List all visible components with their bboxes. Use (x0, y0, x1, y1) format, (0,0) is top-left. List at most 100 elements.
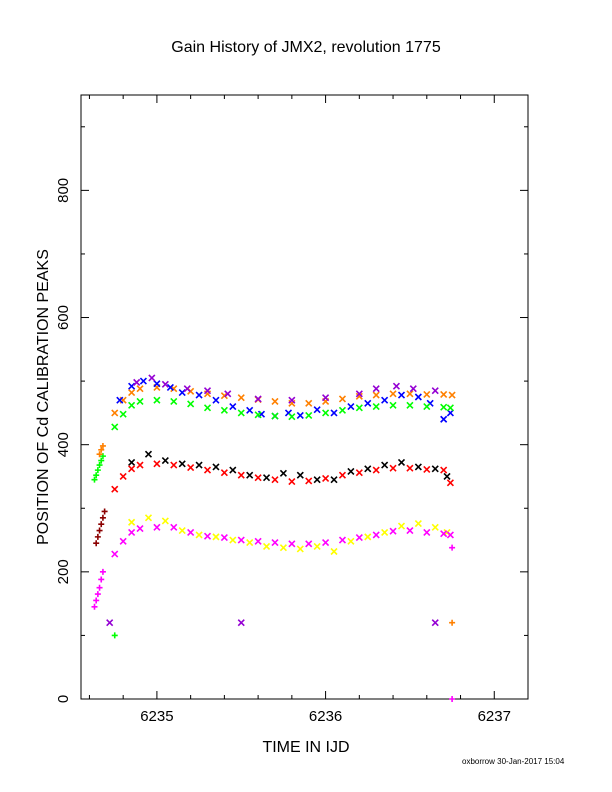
data-point (347, 537, 355, 545)
data-point (330, 547, 338, 556)
data-point (128, 388, 136, 397)
data-point (178, 526, 186, 535)
data-point (389, 527, 397, 535)
data-point (237, 536, 245, 544)
data-point (254, 474, 262, 482)
data-point (195, 391, 203, 399)
data-point (446, 479, 454, 487)
x-axis: 6235 6236 6237 (88, 95, 529, 725)
data-point (389, 464, 397, 472)
data-point (139, 377, 147, 385)
data-point (101, 508, 108, 515)
data-point (288, 396, 296, 404)
series-6 (128, 450, 451, 484)
data-point (406, 401, 414, 409)
y-tick-label: 400 (55, 432, 72, 457)
data-point (99, 514, 106, 521)
data-point (313, 542, 321, 550)
data-point (111, 409, 119, 417)
data-point (355, 469, 363, 477)
series-4 (91, 453, 118, 639)
data-point (322, 409, 330, 417)
data-point (406, 390, 414, 398)
data-point (443, 472, 451, 481)
data-point (136, 525, 144, 533)
data-point (246, 471, 254, 479)
data-point (440, 466, 448, 474)
data-point (397, 391, 406, 399)
data-point (224, 390, 232, 398)
data-point (397, 458, 406, 467)
data-point (136, 385, 144, 393)
series-11 (91, 544, 456, 702)
data-point (338, 406, 347, 414)
x-axis-label: TIME IN IJD (262, 739, 349, 756)
data-point (144, 514, 153, 522)
data-point (93, 597, 100, 604)
data-point (111, 485, 119, 493)
data-point (338, 471, 347, 479)
data-point (96, 584, 103, 591)
data-point (111, 550, 119, 558)
data-point (330, 476, 338, 484)
series-0 (111, 383, 456, 417)
data-point (431, 523, 439, 531)
data-point (406, 464, 414, 472)
data-point (271, 412, 279, 420)
data-point (94, 467, 101, 474)
data-point (96, 527, 103, 534)
x-tick-label: 6237 (478, 708, 511, 725)
data-point (220, 469, 228, 477)
data-point (246, 539, 254, 547)
data-point (338, 395, 347, 403)
series-1 (116, 377, 454, 423)
data-point (381, 528, 389, 536)
data-point (153, 380, 161, 388)
data-point (296, 411, 304, 420)
series-3 (111, 396, 454, 431)
data-point (161, 517, 169, 525)
data-point (93, 540, 100, 547)
data-point (119, 472, 127, 481)
data-point (305, 411, 313, 420)
data-point (279, 544, 287, 552)
data-point (187, 464, 195, 472)
data-point (212, 533, 220, 541)
data-point (93, 472, 100, 479)
data-point (220, 533, 228, 542)
data-point (431, 387, 439, 395)
data-point (128, 528, 136, 536)
data-point (305, 399, 313, 407)
data-point (237, 471, 245, 479)
data-point (229, 466, 237, 474)
data-point (364, 399, 372, 407)
data-point (271, 397, 279, 406)
data-point (153, 523, 161, 531)
data-point (431, 465, 439, 473)
series-8 (93, 508, 108, 547)
data-point (381, 396, 389, 404)
data-point (446, 531, 454, 539)
y-axis-label: POSITION OF Cd CALIBRATION PEAKS (35, 249, 52, 545)
data-point (355, 404, 363, 412)
data-point (397, 522, 406, 530)
data-point (133, 378, 141, 386)
data-point (170, 523, 178, 531)
x-tick-label: 6235 (140, 708, 173, 725)
data-point (305, 477, 313, 485)
data-point (440, 390, 448, 399)
data-point (262, 542, 271, 550)
data-point (94, 533, 101, 540)
data-point (389, 401, 397, 409)
data-point (313, 476, 321, 484)
data-point (409, 385, 417, 393)
data-point (99, 442, 106, 449)
data-point (392, 382, 400, 390)
data-point (372, 391, 380, 399)
data-point (414, 393, 422, 401)
series-9 (128, 514, 451, 556)
chart-title: Gain History of JMX2, revolution 1775 (171, 39, 441, 56)
data-point (153, 396, 161, 404)
data-point (98, 457, 105, 464)
data-point (128, 518, 136, 526)
